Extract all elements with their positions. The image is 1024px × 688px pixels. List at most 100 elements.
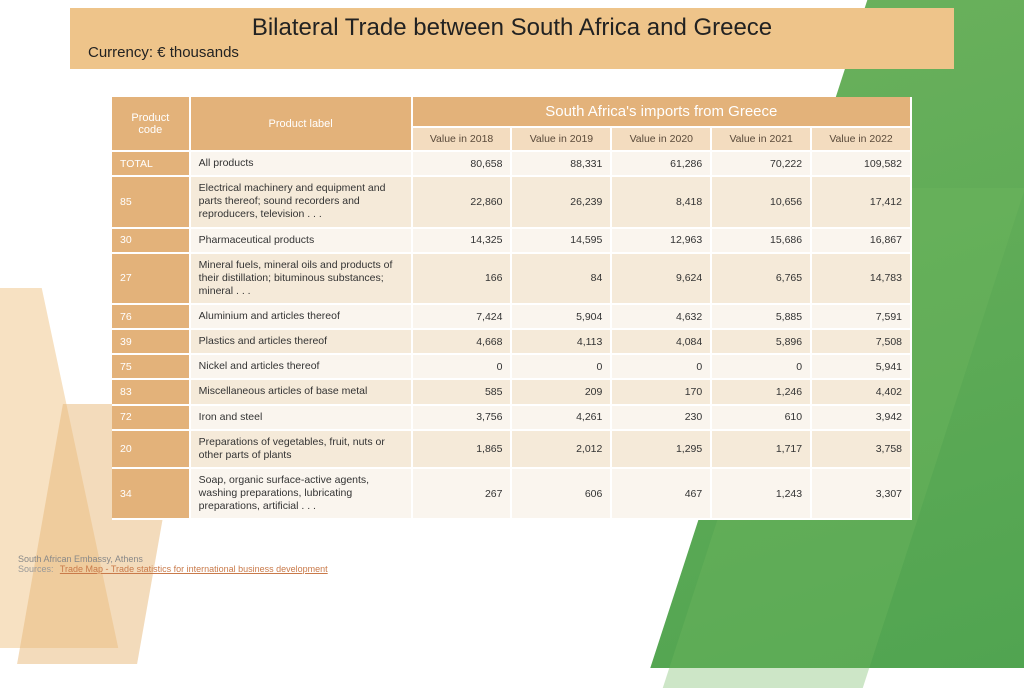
table-row: 83Miscellaneous articles of base metal58… (112, 379, 911, 404)
cell-value: 5,896 (711, 329, 811, 354)
cell-value: 0 (611, 354, 711, 379)
cell-value: 10,656 (711, 176, 811, 227)
cell-value: 5,904 (511, 304, 611, 329)
cell-value: 3,758 (811, 430, 911, 468)
table-row: 76Aluminium and articles thereof7,4245,9… (112, 304, 911, 329)
cell-value: 1,717 (711, 430, 811, 468)
cell-value: 9,624 (611, 253, 711, 304)
cell-product-code: 20 (112, 430, 190, 468)
cell-product-label: Nickel and articles thereof (190, 354, 412, 379)
cell-product-code: TOTAL (112, 151, 190, 176)
cell-value: 70,222 (711, 151, 811, 176)
cell-product-code: 30 (112, 228, 190, 253)
cell-value: 4,113 (511, 329, 611, 354)
cell-value: 80,658 (412, 151, 512, 176)
table-row: 75Nickel and articles thereof00005,941 (112, 354, 911, 379)
cell-value: 4,261 (511, 405, 611, 430)
table-row: 72Iron and steel3,7564,2612306103,942 (112, 405, 911, 430)
table-row: 85Electrical machinery and equipment and… (112, 176, 911, 227)
cell-product-label: All products (190, 151, 412, 176)
cell-value: 7,424 (412, 304, 512, 329)
imports-table: Product code Product label South Africa'… (112, 97, 912, 520)
cell-value: 166 (412, 253, 512, 304)
cell-value: 267 (412, 468, 512, 519)
cell-value: 88,331 (511, 151, 611, 176)
col-header-year: Value in 2019 (511, 127, 611, 151)
cell-value: 230 (611, 405, 711, 430)
col-header-label: Product label (190, 97, 412, 151)
cell-product-code: 72 (112, 405, 190, 430)
table-row: 39Plastics and articles thereof4,6684,11… (112, 329, 911, 354)
imports-table-wrap: Product code Product label South Africa'… (112, 97, 912, 520)
table-row: 20Preparations of vegetables, fruit, nut… (112, 430, 911, 468)
cell-value: 16,867 (811, 228, 911, 253)
cell-product-label: Preparations of vegetables, fruit, nuts … (190, 430, 412, 468)
footer-sources-label: Sources: (18, 564, 54, 574)
table-row: 30Pharmaceutical products14,32514,59512,… (112, 228, 911, 253)
col-header-year: Value in 2018 (412, 127, 512, 151)
cell-product-code: 27 (112, 253, 190, 304)
cell-value: 1,865 (412, 430, 512, 468)
cell-value: 84 (511, 253, 611, 304)
table-row: 27Mineral fuels, mineral oils and produc… (112, 253, 911, 304)
header-banner: Bilateral Trade between South Africa and… (70, 8, 954, 69)
page-title: Bilateral Trade between South Africa and… (88, 14, 936, 42)
table-row: 34Soap, organic surface-active agents, w… (112, 468, 911, 519)
cell-value: 17,412 (811, 176, 911, 227)
cell-value: 4,402 (811, 379, 911, 404)
col-header-year: Value in 2020 (611, 127, 711, 151)
cell-value: 4,668 (412, 329, 512, 354)
currency-subtitle: Currency: € thousands (88, 44, 936, 61)
cell-value: 7,591 (811, 304, 911, 329)
cell-product-code: 75 (112, 354, 190, 379)
cell-value: 14,595 (511, 228, 611, 253)
cell-product-code: 34 (112, 468, 190, 519)
cell-value: 610 (711, 405, 811, 430)
footer-source-link[interactable]: Trade Map - Trade statistics for interna… (60, 564, 328, 574)
cell-value: 1,246 (711, 379, 811, 404)
cell-value: 2,012 (511, 430, 611, 468)
cell-value: 1,295 (611, 430, 711, 468)
col-header-code: Product code (112, 97, 190, 151)
cell-value: 209 (511, 379, 611, 404)
footer: South African Embassy, Athens Sources: T… (18, 554, 328, 574)
cell-product-label: Miscellaneous articles of base metal (190, 379, 412, 404)
cell-value: 26,239 (511, 176, 611, 227)
cell-product-code: 83 (112, 379, 190, 404)
cell-value: 4,632 (611, 304, 711, 329)
cell-value: 606 (511, 468, 611, 519)
cell-value: 0 (412, 354, 512, 379)
cell-value: 14,783 (811, 253, 911, 304)
cell-value: 15,686 (711, 228, 811, 253)
cell-value: 1,243 (711, 468, 811, 519)
cell-product-label: Pharmaceutical products (190, 228, 412, 253)
cell-value: 22,860 (412, 176, 512, 227)
cell-product-code: 76 (112, 304, 190, 329)
cell-value: 8,418 (611, 176, 711, 227)
cell-product-label: Soap, organic surface-active agents, was… (190, 468, 412, 519)
cell-product-code: 39 (112, 329, 190, 354)
cell-value: 6,765 (711, 253, 811, 304)
cell-value: 170 (611, 379, 711, 404)
cell-value: 0 (511, 354, 611, 379)
cell-value: 3,942 (811, 405, 911, 430)
cell-value: 61,286 (611, 151, 711, 176)
cell-product-label: Aluminium and articles thereof (190, 304, 412, 329)
footer-org: South African Embassy, Athens (18, 554, 328, 564)
cell-value: 3,756 (412, 405, 512, 430)
col-header-year: Value in 2022 (811, 127, 911, 151)
cell-value: 14,325 (412, 228, 512, 253)
cell-value: 7,508 (811, 329, 911, 354)
cell-value: 0 (711, 354, 811, 379)
cell-product-label: Iron and steel (190, 405, 412, 430)
cell-value: 467 (611, 468, 711, 519)
cell-value: 5,885 (711, 304, 811, 329)
cell-value: 585 (412, 379, 512, 404)
col-header-span: South Africa's imports from Greece (412, 97, 911, 127)
cell-product-label: Mineral fuels, mineral oils and products… (190, 253, 412, 304)
cell-value: 5,941 (811, 354, 911, 379)
cell-value: 12,963 (611, 228, 711, 253)
cell-product-label: Electrical machinery and equipment and p… (190, 176, 412, 227)
col-header-year: Value in 2021 (711, 127, 811, 151)
cell-product-code: 85 (112, 176, 190, 227)
